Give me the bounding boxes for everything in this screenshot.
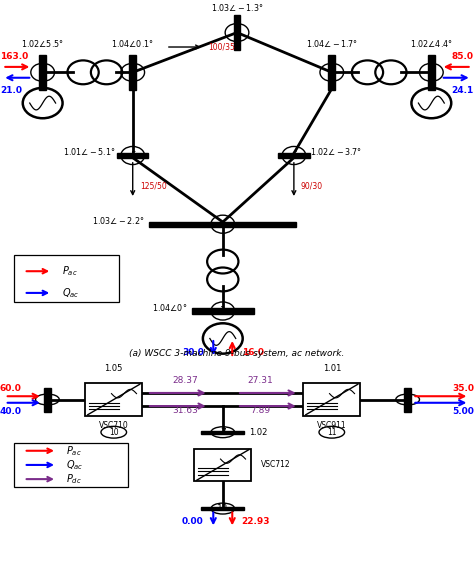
Text: 7: 7 xyxy=(130,68,136,77)
Bar xyxy=(201,430,244,434)
Text: $Q_{ac}$: $Q_{ac}$ xyxy=(62,286,79,300)
Text: $Q_{ac}$: $Q_{ac}$ xyxy=(66,458,84,472)
Bar xyxy=(428,55,435,90)
Text: (a) WSCC 3-machine 9-bus system, ac network.: (a) WSCC 3-machine 9-bus system, ac netw… xyxy=(129,349,345,358)
Text: 1.01: 1.01 xyxy=(323,364,341,373)
Text: $P_{ac}$: $P_{ac}$ xyxy=(66,444,82,457)
Bar xyxy=(194,449,251,481)
Text: $1.01\angle-5.1°$: $1.01\angle-5.1°$ xyxy=(64,146,116,157)
Text: 2: 2 xyxy=(40,68,46,77)
Text: 7: 7 xyxy=(45,395,50,404)
Text: 90/30: 90/30 xyxy=(301,182,323,191)
Text: 27.31: 27.31 xyxy=(248,377,273,385)
Text: 0.00: 0.00 xyxy=(182,517,204,526)
Text: 9: 9 xyxy=(329,68,335,77)
Text: $P_{ac}$: $P_{ac}$ xyxy=(62,264,77,278)
Text: 1: 1 xyxy=(220,307,226,316)
Text: 11: 11 xyxy=(327,428,337,437)
Text: 3: 3 xyxy=(428,68,434,77)
Text: $1.04\angle0.1°$: $1.04\angle0.1°$ xyxy=(111,38,154,49)
Bar xyxy=(192,308,254,313)
Text: 60.0: 60.0 xyxy=(0,384,22,393)
Text: 85.0: 85.0 xyxy=(452,52,474,60)
Text: $1.02\angle4.4°$: $1.02\angle4.4°$ xyxy=(410,38,453,49)
Text: 7.89: 7.89 xyxy=(251,406,271,415)
Text: 1.05: 1.05 xyxy=(105,364,123,373)
Text: 24.1: 24.1 xyxy=(452,86,474,95)
Text: 8: 8 xyxy=(234,28,240,37)
Bar xyxy=(404,387,411,412)
Text: $1.04\angle0°$: $1.04\angle0°$ xyxy=(152,302,187,313)
Text: 31.63: 31.63 xyxy=(172,406,198,415)
Text: 7: 7 xyxy=(220,428,226,437)
Text: 21.0: 21.0 xyxy=(0,86,22,95)
Bar xyxy=(278,153,310,158)
Text: VSC712: VSC712 xyxy=(261,460,290,470)
Text: 1.02: 1.02 xyxy=(249,428,267,437)
Text: 22.93: 22.93 xyxy=(242,517,270,526)
Text: 125/50: 125/50 xyxy=(140,182,166,191)
Text: 5.00: 5.00 xyxy=(452,407,474,416)
Bar xyxy=(328,55,335,90)
Bar xyxy=(129,55,136,90)
Bar xyxy=(14,255,118,302)
Text: 5: 5 xyxy=(130,151,136,160)
Text: $1.03\angle-2.2°$: $1.03\angle-2.2°$ xyxy=(92,215,145,226)
Text: 30.0: 30.0 xyxy=(182,348,204,357)
Text: 163.0: 163.0 xyxy=(0,52,28,60)
Bar xyxy=(14,443,128,487)
Bar xyxy=(44,387,51,412)
Bar xyxy=(201,507,244,510)
Text: 28.37: 28.37 xyxy=(172,377,198,385)
Bar xyxy=(234,15,240,50)
Bar xyxy=(39,55,46,90)
Text: 10: 10 xyxy=(109,428,118,437)
Text: $1.04\angle-1.7°$: $1.04\angle-1.7°$ xyxy=(306,38,358,49)
Text: $1.02\angle-3.7°$: $1.02\angle-3.7°$ xyxy=(310,146,363,157)
Text: $P_{dc}$: $P_{dc}$ xyxy=(66,472,82,486)
Text: VSC710: VSC710 xyxy=(99,421,128,430)
Text: 16.0: 16.0 xyxy=(242,348,264,357)
Bar xyxy=(117,153,148,158)
Text: 100/35: 100/35 xyxy=(209,42,236,52)
Bar xyxy=(85,383,142,416)
Bar xyxy=(303,383,360,416)
Text: VSC911: VSC911 xyxy=(317,421,346,430)
Text: $1.03\angle-1.3°$: $1.03\angle-1.3°$ xyxy=(210,2,264,13)
Text: 4: 4 xyxy=(220,220,226,228)
Text: 40.0: 40.0 xyxy=(0,407,22,416)
Text: $1.02\angle5.5°$: $1.02\angle5.5°$ xyxy=(21,38,64,49)
Text: 9: 9 xyxy=(405,395,410,404)
Bar xyxy=(149,222,296,227)
Text: 12: 12 xyxy=(217,504,228,513)
Text: 35.0: 35.0 xyxy=(452,384,474,393)
Text: 6: 6 xyxy=(291,151,297,160)
